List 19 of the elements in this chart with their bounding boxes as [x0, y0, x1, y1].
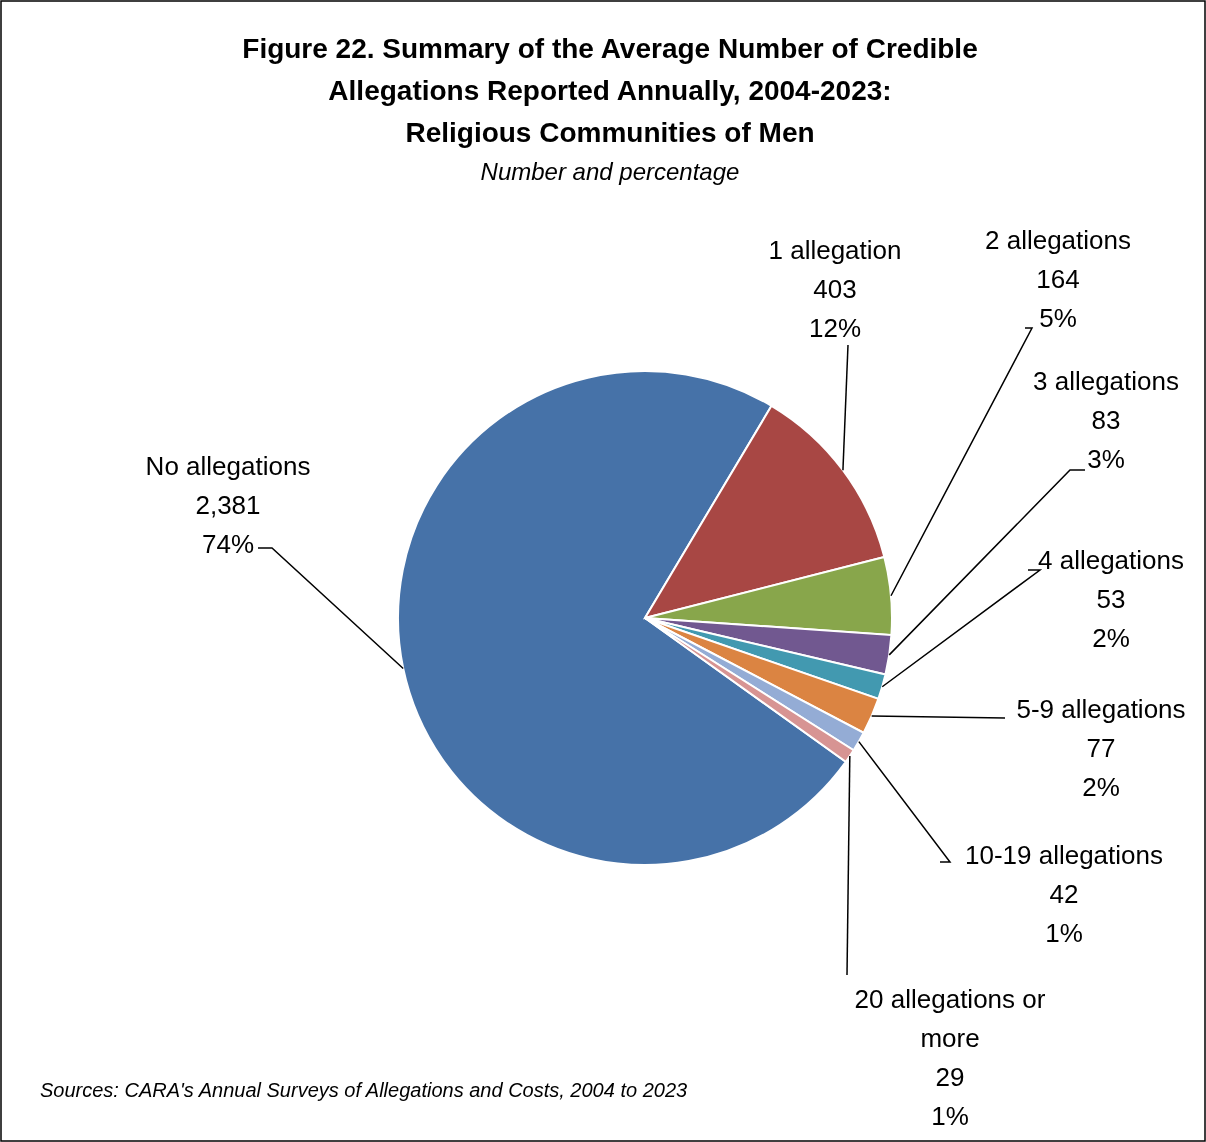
source-note: Sources: CARA's Annual Surveys of Allegations and Costs, 2004 to 2023: [40, 1079, 688, 1101]
slice-label: No allegations: [145, 451, 311, 481]
slice-label: 4 allegations: [1038, 545, 1184, 575]
slice-label: 2 allegations: [985, 225, 1131, 255]
slice-label: 3 allegations: [1033, 366, 1179, 396]
slice-label: 10-19 allegations: [964, 840, 1164, 870]
slice-label: 20 allegations or more: [854, 984, 1046, 1053]
slice-label: 1 allegation: [768, 235, 902, 265]
chart-subtitle: Number and percentage: [480, 158, 740, 185]
data-label: 2,381 74%: [195, 490, 261, 559]
slice-label: 5-9 allegations: [1016, 694, 1186, 724]
data-label: 77 2%: [1082, 733, 1120, 802]
data-label: 83 3%: [1087, 405, 1125, 474]
data-label: 29 1%: [931, 1062, 969, 1131]
data-label: 403 12%: [808, 274, 862, 343]
chart-title: Figure 22. Summary of the Average Number of Credible Allegations Reported Annually, 2004-2023: Religious Communities of Men: [242, 33, 978, 148]
data-label: 164 5%: [1036, 264, 1080, 333]
data-label: 42 1%: [1045, 879, 1083, 948]
data-label: 53 2%: [1092, 584, 1130, 653]
